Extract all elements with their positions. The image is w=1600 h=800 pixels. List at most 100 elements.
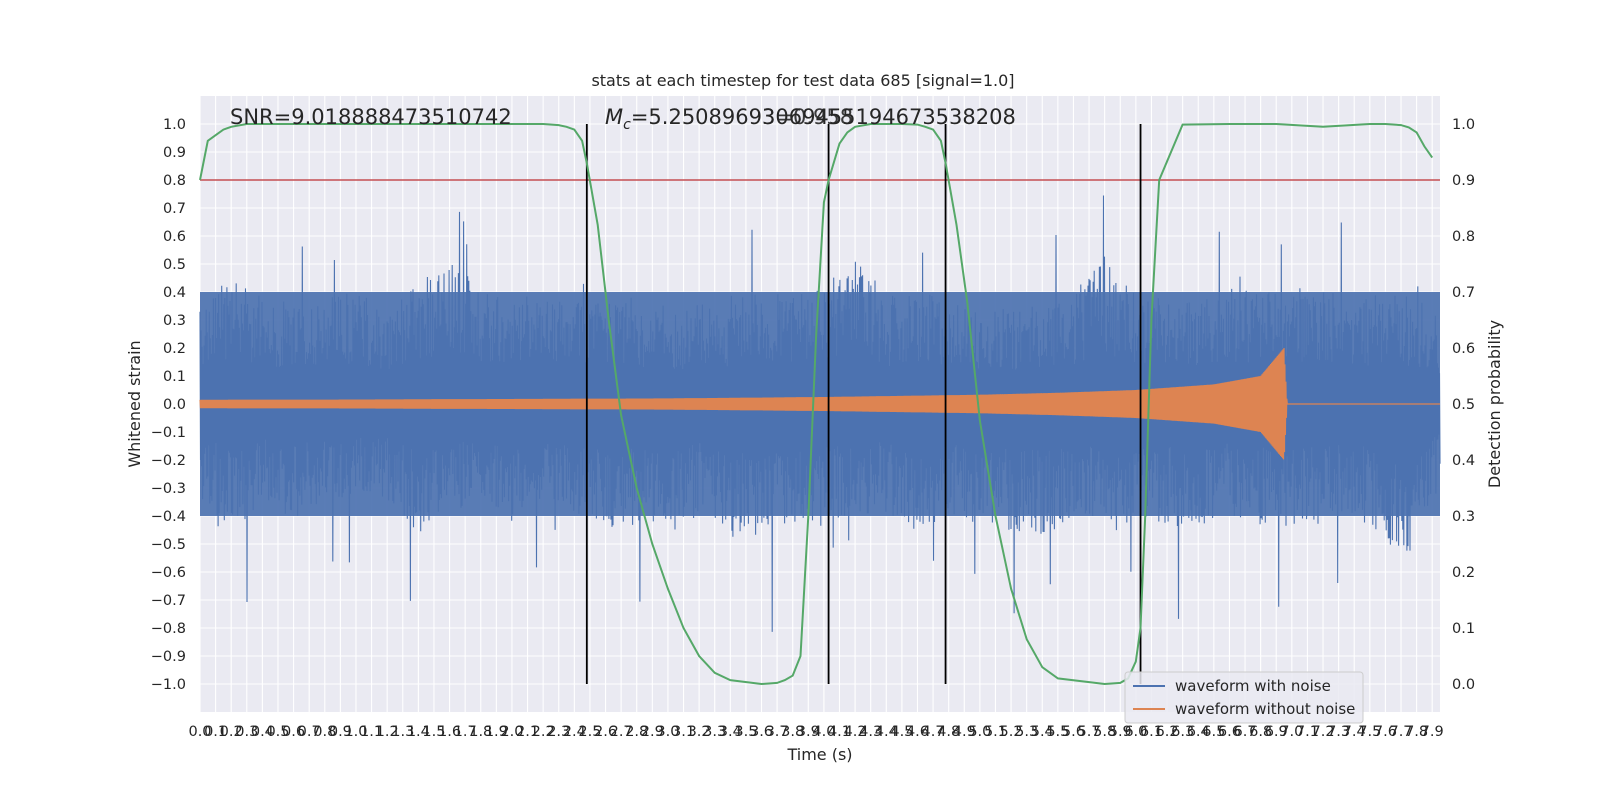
x-tick-label: 7.9 [1421,724,1444,740]
x-tick-label: 3.8 [781,724,804,740]
x-tick-label: 5.6 [1062,724,1085,740]
x-tick-label: 3.2 [688,724,711,740]
chirp-mass-subscript: c [623,117,631,133]
x-tick-label: 3.3 [703,724,726,740]
x-tick-label: 7.8 [1405,724,1428,740]
x-tick-label: 3.5 [734,724,757,740]
x-tick-label: 2.3 [547,724,570,740]
x-tick-label: 6.7 [1234,724,1257,740]
x-tick-label: 1.4 [407,724,430,740]
y-tick-label-right: 0.1 [1452,621,1475,637]
series-detection-probability [199,123,1434,686]
x-tick-label: 3.1 [672,724,695,740]
x-tick-label: 4.4 [875,724,898,740]
x-tick-label: 5.8 [1093,724,1116,740]
x-tick-label: 6.9 [1265,724,1288,740]
y-tick-label-right: 0.4 [1452,453,1475,469]
y-tick-label: 1.0 [163,117,186,133]
overlap-annotation: 3=0.958 [762,105,853,129]
legend-box [1124,671,1364,724]
x-tick-label: 2.4 [563,724,586,740]
y-tick-label: 0.2 [163,341,186,357]
x-tick-label: 2.0 [500,724,523,740]
y-tick-labels-right: 0.0 0.1 0.2 0.3 0.4 0.5 0.6 0.7 0.8 0.9 1.0 [1452,117,1475,693]
x-tick-label: 4.9 [953,724,976,740]
x-tick-label: 4.2 [844,724,867,740]
x-tick-label: 1.9 [485,724,508,740]
x-tick-label: 4.7 [922,724,945,740]
x-tick-label: 0.1 [204,724,227,740]
x-tick-label: 1.2 [376,724,399,740]
y-tick-label: −0.7 [151,593,186,609]
x-tick-label: 7.0 [1280,724,1303,740]
y-axis-label: Whitened strain [125,340,144,467]
x-tick-label: 6.3 [1171,724,1194,740]
x-tick-label: 0.5 [266,724,289,740]
chirp-mass-annotation: Mc=5.25089693069455194673538208 [605,105,1016,133]
x-tick-label: 1.6 [438,724,461,740]
x-tick-label: 2.6 [594,724,617,740]
event-lines [585,124,1142,684]
y-tick-label: −0.2 [151,453,186,469]
x-tick-label: 2.5 [578,724,601,740]
y-tick-label: −0.9 [151,649,186,665]
x-tick-label: 6.8 [1249,724,1272,740]
x-tick-label: 5.5 [1046,724,1069,740]
x-tick-label: 4.1 [828,724,851,740]
x-tick-label: 2.7 [610,724,633,740]
x-tick-label: 2.2 [532,724,555,740]
x-tick-label: 0.3 [235,724,258,740]
x-tick-label: 0.2 [220,724,243,740]
x-tick-label: 2.1 [516,724,539,740]
y-tick-label-right: 0.5 [1452,397,1475,413]
series-waveform-without-noise [199,347,1440,460]
x-tick-label: 3.4 [719,724,742,740]
x-tick-label: 4.3 [859,724,882,740]
y-tick-label-right: 0.7 [1452,285,1475,301]
x-tick-label: 6.2 [1156,724,1179,740]
x-tick-label: 5.2 [1000,724,1023,740]
x-tick-label: 0.6 [282,724,305,740]
x-tick-label: 7.5 [1358,724,1381,740]
legend-label-clean: waveform without noise [1175,700,1355,718]
y-tick-label-right: 0.9 [1452,173,1475,189]
y-tick-label-right: 0.3 [1452,509,1475,525]
x-tick-label: 7.2 [1311,724,1334,740]
x-tick-label: 4.8 [937,724,960,740]
y-tick-label: −0.1 [151,425,186,441]
chart-title: stats at each timestep for test data 685… [591,71,1014,90]
y-tick-label: −0.4 [151,509,186,525]
x-tick-label: 7.3 [1327,724,1350,740]
x-tick-label: 5.7 [1078,724,1101,740]
y-tick-label: 0.4 [163,285,186,301]
legend[interactable]: waveform with noise waveform without noi… [1124,671,1364,724]
x-tick-label: 0.4 [251,724,274,740]
y-tick-label: −0.8 [151,621,186,637]
x-tick-label: 7.1 [1296,724,1319,740]
y-tick-label-right: 0.8 [1452,229,1475,245]
x-tick-label: 4.6 [906,724,929,740]
x-tick-label: 1.3 [391,724,414,740]
y-tick-label: 0.9 [163,145,186,161]
y-tick-label: 0.3 [163,313,186,329]
y-tick-label-right: 0.6 [1452,341,1475,357]
x-tick-label: 3.9 [797,724,820,740]
x-tick-label: 7.4 [1343,724,1366,740]
snr-annotation: SNR=9.018888473510742 [230,105,512,129]
chirp-mass-symbol: M [605,105,623,129]
x-axis-label: Time (s) [786,745,852,764]
x-tick-label: 1.1 [360,724,383,740]
y-tick-label-right: 0.2 [1452,565,1475,581]
x-tick-label: 0.7 [298,724,321,740]
x-tick-label: 3.7 [766,724,789,740]
y-axis-label-right: Detection probability [1485,320,1504,488]
clean-trace [199,347,1440,460]
x-tick-label: 4.5 [890,724,913,740]
y-tick-label: 0.7 [163,201,186,217]
x-tick-label: 1.5 [422,724,445,740]
y-tick-label-right: 1.0 [1452,117,1475,133]
x-tick-label: 5.4 [1031,724,1054,740]
y-tick-label: 0.0 [163,397,186,413]
x-tick-label: 6.4 [1187,724,1210,740]
